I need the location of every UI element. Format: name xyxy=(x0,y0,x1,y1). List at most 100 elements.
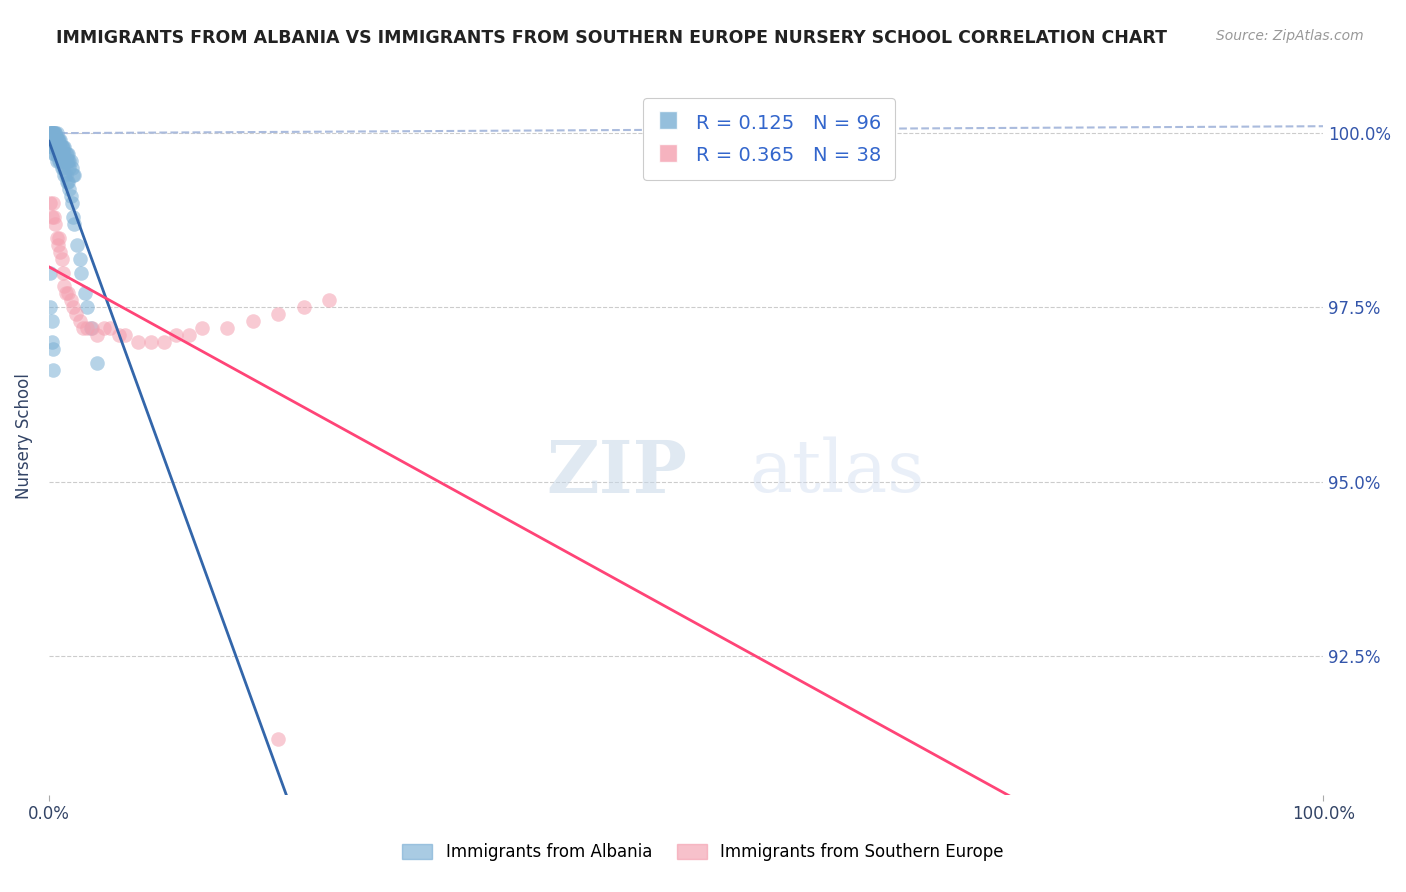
Point xyxy=(41,126,63,140)
Point xyxy=(62,168,84,182)
Point xyxy=(42,342,65,356)
Point xyxy=(56,175,79,189)
Point xyxy=(45,140,67,154)
Point xyxy=(42,195,65,210)
Point xyxy=(58,154,80,169)
Point xyxy=(42,140,65,154)
Point xyxy=(42,147,65,161)
Point xyxy=(53,279,76,293)
Point xyxy=(55,286,77,301)
Point xyxy=(69,252,91,266)
Point xyxy=(41,140,63,154)
Point xyxy=(292,301,315,315)
Text: atlas: atlas xyxy=(749,437,925,508)
Point xyxy=(45,147,67,161)
Point xyxy=(56,154,79,169)
Point xyxy=(56,147,79,161)
Point xyxy=(46,133,69,147)
Point xyxy=(45,154,67,169)
Point xyxy=(60,161,83,175)
Point xyxy=(58,161,80,175)
Point xyxy=(80,321,103,335)
Point xyxy=(41,314,63,328)
Point xyxy=(165,328,187,343)
Text: Source: ZipAtlas.com: Source: ZipAtlas.com xyxy=(1216,29,1364,44)
Point xyxy=(318,293,340,308)
Point xyxy=(127,335,149,350)
Point xyxy=(58,182,80,196)
Point xyxy=(51,161,73,175)
Point xyxy=(108,328,131,343)
Point xyxy=(52,147,75,161)
Point xyxy=(49,154,72,169)
Point xyxy=(98,321,121,335)
Point xyxy=(52,161,75,175)
Point xyxy=(73,286,96,301)
Point xyxy=(62,210,84,224)
Point xyxy=(39,133,62,147)
Point xyxy=(191,321,214,335)
Point xyxy=(48,140,70,154)
Point xyxy=(59,293,82,308)
Point xyxy=(45,230,67,244)
Point xyxy=(52,140,75,154)
Point xyxy=(42,140,65,154)
Point xyxy=(59,154,82,169)
Point xyxy=(41,133,63,147)
Point xyxy=(44,133,66,147)
Point xyxy=(41,133,63,147)
Point xyxy=(51,252,73,266)
Point xyxy=(51,140,73,154)
Legend: R = 0.125   N = 96, R = 0.365   N = 38: R = 0.125 N = 96, R = 0.365 N = 38 xyxy=(643,98,894,180)
Point xyxy=(41,335,63,350)
Point xyxy=(41,133,63,147)
Point xyxy=(39,126,62,140)
Point xyxy=(267,732,290,747)
Point xyxy=(48,147,70,161)
Point xyxy=(39,126,62,140)
Point xyxy=(48,133,70,147)
Point xyxy=(44,140,66,154)
Point xyxy=(55,168,77,182)
Point xyxy=(53,140,76,154)
Point xyxy=(63,168,86,182)
Point xyxy=(42,210,65,224)
Point xyxy=(44,126,66,140)
Point xyxy=(56,175,79,189)
Point xyxy=(51,147,73,161)
Point xyxy=(44,217,66,231)
Point xyxy=(65,307,87,321)
Point xyxy=(51,140,73,154)
Point xyxy=(44,140,66,154)
Text: IMMIGRANTS FROM ALBANIA VS IMMIGRANTS FROM SOUTHERN EUROPE NURSERY SCHOOL CORREL: IMMIGRANTS FROM ALBANIA VS IMMIGRANTS FR… xyxy=(56,29,1167,47)
Point xyxy=(42,140,65,154)
Point xyxy=(55,147,77,161)
Point xyxy=(42,126,65,140)
Point xyxy=(69,266,91,280)
Point xyxy=(45,140,67,154)
Point xyxy=(217,321,239,335)
Point xyxy=(63,217,86,231)
Point xyxy=(52,266,75,280)
Point xyxy=(51,154,73,169)
Point xyxy=(69,314,91,328)
Point xyxy=(46,140,69,154)
Point xyxy=(66,237,89,252)
Point xyxy=(42,140,65,154)
Point xyxy=(56,147,79,161)
Point xyxy=(152,335,174,350)
Point xyxy=(49,140,72,154)
Point xyxy=(39,266,62,280)
Point xyxy=(56,286,79,301)
Point xyxy=(72,321,94,335)
Point xyxy=(52,154,75,169)
Point xyxy=(55,154,77,169)
Point xyxy=(42,126,65,140)
Point xyxy=(45,126,67,140)
Point xyxy=(60,195,83,210)
Point xyxy=(49,133,72,147)
Point xyxy=(42,363,65,377)
Point xyxy=(53,147,76,161)
Point xyxy=(93,321,115,335)
Point xyxy=(42,133,65,147)
